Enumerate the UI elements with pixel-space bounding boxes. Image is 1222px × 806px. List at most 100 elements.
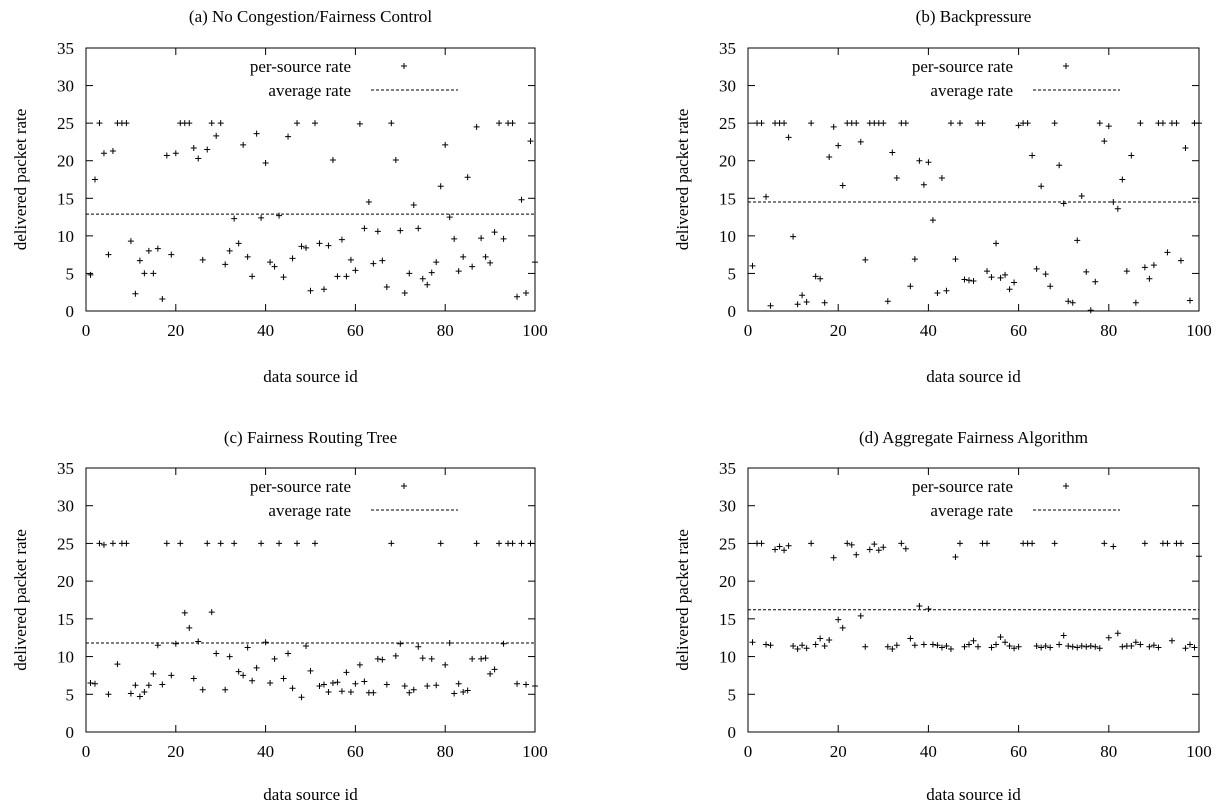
data-point bbox=[794, 646, 801, 653]
y-tick-label: 15 bbox=[57, 189, 74, 208]
data-point bbox=[109, 147, 116, 154]
data-point bbox=[1096, 120, 1103, 127]
data-point bbox=[1083, 643, 1090, 650]
data-point bbox=[311, 120, 318, 127]
data-point bbox=[938, 174, 945, 181]
x-tick-label: 80 bbox=[1100, 321, 1117, 340]
data-point bbox=[307, 667, 314, 674]
data-point bbox=[853, 551, 860, 558]
data-point bbox=[343, 669, 350, 676]
data-point bbox=[1038, 183, 1045, 190]
data-point bbox=[87, 679, 94, 686]
data-point bbox=[145, 247, 152, 254]
data-point bbox=[352, 680, 359, 687]
data-point bbox=[1132, 299, 1139, 306]
x-axis-label: data source id bbox=[926, 785, 1021, 804]
data-point bbox=[767, 302, 774, 309]
data-point bbox=[929, 217, 936, 224]
data-point bbox=[920, 641, 927, 648]
data-point bbox=[880, 120, 887, 127]
data-point bbox=[105, 691, 112, 698]
data-point bbox=[329, 156, 336, 163]
data-point bbox=[392, 156, 399, 163]
data-point bbox=[1047, 644, 1054, 651]
data-point bbox=[817, 275, 824, 282]
data-point bbox=[415, 643, 422, 650]
data-point bbox=[325, 689, 332, 696]
data-point bbox=[1177, 540, 1184, 547]
data-point bbox=[159, 295, 166, 302]
data-point bbox=[1191, 644, 1198, 651]
data-point bbox=[1069, 643, 1076, 650]
data-point bbox=[352, 267, 359, 274]
y-tick-label: 35 bbox=[719, 459, 736, 478]
data-point bbox=[127, 690, 134, 697]
data-point bbox=[91, 176, 98, 183]
data-point bbox=[965, 641, 972, 648]
data-point bbox=[464, 174, 471, 181]
data-point bbox=[509, 540, 516, 547]
y-tick-label: 0 bbox=[66, 302, 75, 321]
data-point bbox=[419, 275, 426, 282]
x-tick-label: 80 bbox=[437, 321, 454, 340]
data-point bbox=[222, 261, 229, 268]
data-point bbox=[1006, 286, 1013, 293]
data-point bbox=[289, 255, 296, 262]
x-tick-label: 100 bbox=[522, 321, 548, 340]
data-point bbox=[1006, 643, 1013, 650]
data-point bbox=[1186, 641, 1193, 648]
x-tick-label: 40 bbox=[920, 742, 937, 761]
data-point bbox=[320, 286, 327, 293]
data-point bbox=[428, 269, 435, 276]
data-point bbox=[812, 641, 819, 648]
data-point bbox=[817, 635, 824, 642]
data-point bbox=[1029, 152, 1036, 159]
data-point bbox=[433, 259, 440, 266]
data-point bbox=[262, 639, 269, 646]
data-point bbox=[195, 638, 202, 645]
data-point bbox=[154, 642, 161, 649]
data-point bbox=[370, 260, 377, 267]
legend-label-average: average rate bbox=[930, 501, 1013, 520]
data-point bbox=[464, 687, 471, 694]
data-point bbox=[1042, 271, 1049, 278]
y-tick-label: 0 bbox=[66, 723, 75, 742]
data-point bbox=[208, 120, 215, 127]
data-point bbox=[812, 273, 819, 280]
data-point bbox=[379, 257, 386, 264]
data-point bbox=[1119, 176, 1126, 183]
y-axis-label: delivered packet rate bbox=[11, 529, 30, 671]
data-point bbox=[839, 624, 846, 631]
data-point bbox=[1128, 643, 1135, 650]
y-tick-label: 10 bbox=[57, 648, 74, 667]
data-point bbox=[500, 235, 507, 242]
data-point bbox=[343, 273, 350, 280]
x-tick-label: 60 bbox=[347, 742, 364, 761]
data-point bbox=[1164, 249, 1171, 256]
data-point bbox=[1060, 632, 1067, 639]
data-point bbox=[217, 120, 224, 127]
legend-label-per-source: per-source rate bbox=[912, 477, 1013, 496]
data-point bbox=[808, 120, 815, 127]
data-point bbox=[100, 150, 107, 157]
data-point bbox=[500, 640, 507, 647]
y-tick-label: 10 bbox=[57, 227, 74, 246]
data-point bbox=[1119, 643, 1126, 650]
data-point bbox=[136, 693, 143, 700]
data-point bbox=[1146, 275, 1153, 282]
data-point bbox=[943, 287, 950, 294]
data-point bbox=[361, 678, 368, 685]
data-point bbox=[835, 142, 842, 149]
y-tick-label: 5 bbox=[66, 264, 75, 283]
data-point bbox=[401, 682, 408, 689]
data-point bbox=[1033, 643, 1040, 650]
data-point bbox=[442, 141, 449, 148]
data-point bbox=[790, 233, 797, 240]
data-point bbox=[491, 229, 498, 236]
data-point bbox=[469, 655, 476, 662]
x-tick-label: 0 bbox=[744, 321, 753, 340]
data-point bbox=[907, 283, 914, 290]
data-point bbox=[370, 689, 377, 696]
data-point bbox=[1056, 162, 1063, 169]
y-tick-label: 0 bbox=[728, 302, 737, 321]
